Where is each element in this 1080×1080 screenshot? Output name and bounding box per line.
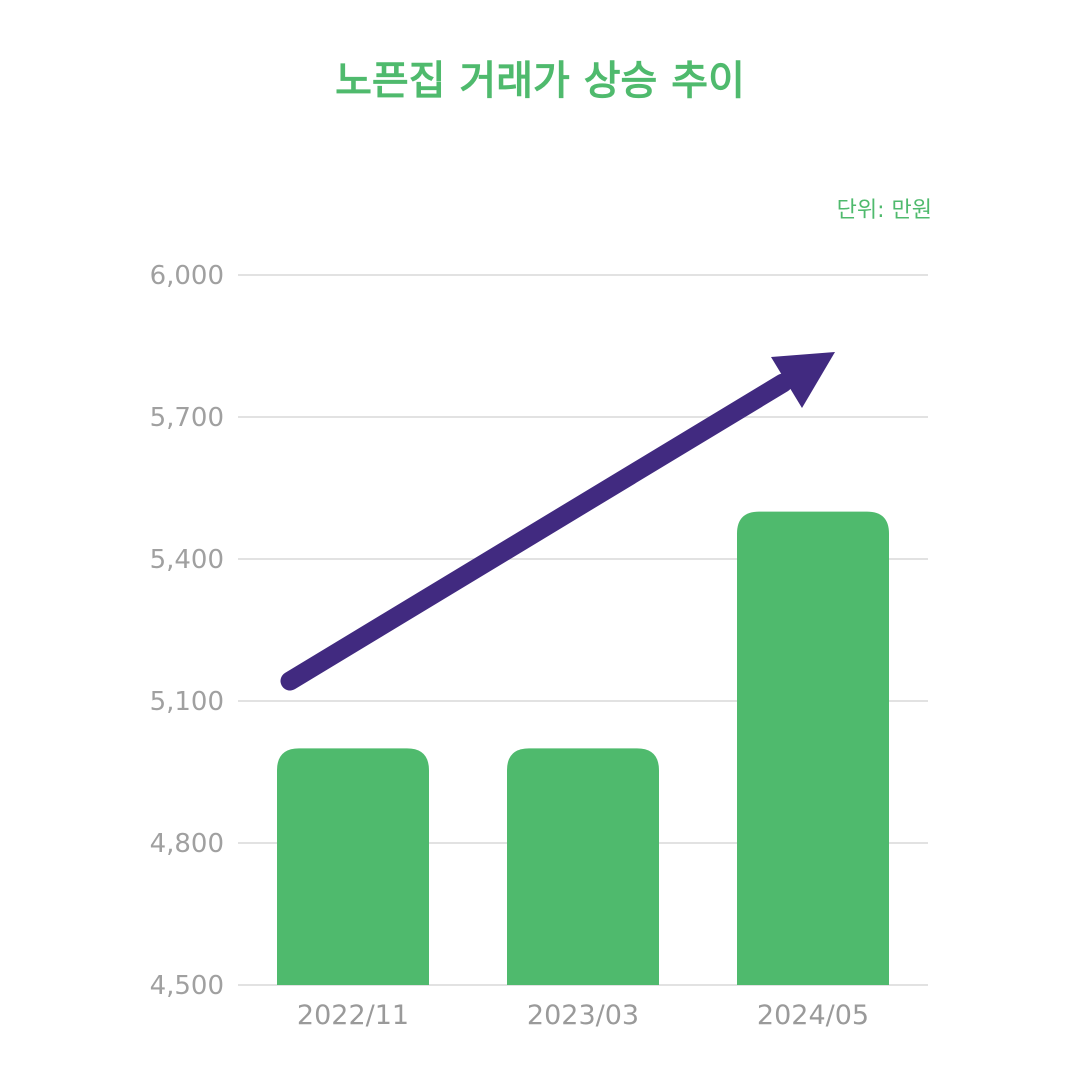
y-tick-label: 5,100: [150, 687, 224, 717]
unit-label: 단위: 만원: [836, 198, 932, 223]
x-tick-label: 2023/03: [527, 1000, 639, 1031]
y-tick-label: 5,700: [150, 403, 224, 433]
trend-arrow: [280, 352, 835, 691]
labels-layer: 4,500 4,800 5,100 5,400 5,700 6,000 2022/11 202…: [150, 261, 870, 1031]
y-tick-label: 5,400: [150, 545, 224, 575]
x-tick-label: 2022/11: [297, 1000, 409, 1031]
bar-2023-03: [507, 748, 659, 985]
chart-title: 노픈집 거래가 상승 추이: [335, 58, 745, 104]
bars-layer: [277, 511, 889, 985]
y-tick-label: 6,000: [150, 261, 224, 291]
trend-arrow-shaft: [280, 373, 793, 691]
bar-2024-05: [737, 511, 889, 985]
y-tick-label: 4,500: [150, 971, 224, 1001]
y-tick-label: 4,800: [150, 829, 224, 859]
bar-2022-11: [277, 748, 429, 985]
x-tick-label: 2024/05: [757, 1000, 869, 1031]
trend-arrow-head: [771, 352, 835, 408]
